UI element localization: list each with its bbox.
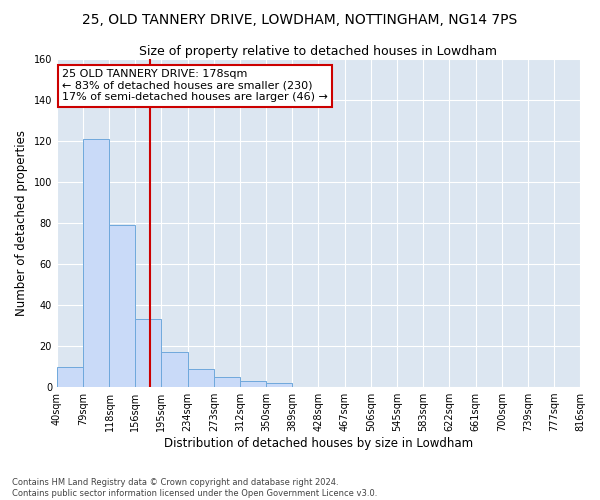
Bar xyxy=(188,368,214,387)
Title: Size of property relative to detached houses in Lowdham: Size of property relative to detached ho… xyxy=(139,45,497,58)
Bar xyxy=(83,139,109,387)
Bar xyxy=(109,225,135,387)
Text: 25, OLD TANNERY DRIVE, LOWDHAM, NOTTINGHAM, NG14 7PS: 25, OLD TANNERY DRIVE, LOWDHAM, NOTTINGH… xyxy=(82,12,518,26)
Text: 25 OLD TANNERY DRIVE: 178sqm
← 83% of detached houses are smaller (230)
17% of s: 25 OLD TANNERY DRIVE: 178sqm ← 83% of de… xyxy=(62,69,328,102)
Bar xyxy=(266,383,292,387)
Text: Contains HM Land Registry data © Crown copyright and database right 2024.
Contai: Contains HM Land Registry data © Crown c… xyxy=(12,478,377,498)
X-axis label: Distribution of detached houses by size in Lowdham: Distribution of detached houses by size … xyxy=(164,437,473,450)
Bar xyxy=(135,320,161,387)
Bar xyxy=(161,352,188,387)
Bar xyxy=(214,377,240,387)
Y-axis label: Number of detached properties: Number of detached properties xyxy=(15,130,28,316)
Bar xyxy=(57,366,83,387)
Bar xyxy=(240,381,266,387)
